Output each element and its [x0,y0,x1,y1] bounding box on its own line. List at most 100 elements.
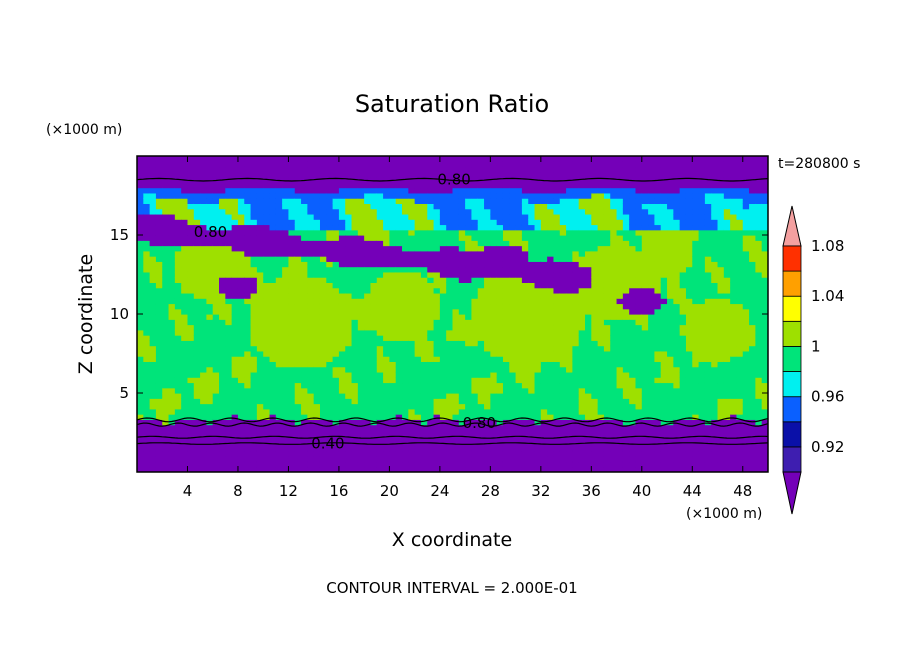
field-cell [471,371,479,378]
field-cell [351,382,359,389]
field-cell [597,166,605,173]
field-cell [181,266,189,273]
field-cell [263,308,271,315]
field-cell [420,261,428,268]
field-cell [591,292,599,299]
field-cell [603,408,611,415]
field-cell [288,361,296,368]
field-cell [275,240,283,247]
field-cell [294,461,302,468]
field-cell [395,461,403,468]
field-cell [641,329,649,336]
field-cell [648,403,656,410]
field-cell [269,345,277,352]
field-cell [301,440,308,447]
field-cell [269,366,277,373]
field-cell [458,371,466,378]
field-cell [528,266,536,273]
field-cell [237,208,245,215]
field-cell [496,356,504,362]
field-cell [402,414,409,420]
field-cell [181,366,189,373]
field-cell [263,303,271,310]
field-cell [345,445,353,452]
field-cell [597,356,605,362]
field-cell [635,271,643,278]
field-cell [420,350,428,357]
field-cell [332,203,340,210]
field-cell [338,324,346,331]
field-cell [345,156,353,162]
field-cell [458,235,466,241]
field-cell [326,414,334,420]
field-cell [502,329,510,336]
field-cell [219,161,226,168]
field-cell [269,156,277,162]
field-cell [168,350,176,357]
field-cell [376,314,384,320]
field-cell [572,287,580,294]
field-cell [484,424,491,431]
field-cell [420,387,428,394]
field-cell [439,292,447,299]
field-cell [307,403,315,410]
field-cell [269,356,277,362]
field-cell [313,250,321,257]
field-cell [137,229,144,236]
field-cell [174,156,182,162]
field-cell [269,292,277,299]
field-cell [566,292,573,299]
field-cell [200,229,208,236]
field-cell [465,456,473,463]
field-cell [200,387,208,394]
field-cell [484,382,491,389]
field-cell [319,287,327,294]
field-cell [566,335,573,341]
field-cell [225,308,233,315]
field-cell [338,408,346,415]
field-cell [641,419,649,426]
field-cell [256,456,264,463]
field-cell [364,303,372,310]
field-cell [225,271,233,278]
field-cell [351,445,359,452]
field-cell [326,156,334,162]
field-cell [534,329,542,336]
field-cell [502,277,510,283]
field-cell [237,250,245,257]
field-cell [212,435,220,441]
field-cell [326,377,334,384]
field-cell [319,235,327,241]
field-cell [174,429,182,436]
field-cell [496,377,504,384]
field-cell [383,271,390,278]
field-cell [193,366,201,373]
field-cell [282,282,290,289]
field-cell [610,377,618,384]
field-cell [307,271,315,278]
field-cell [301,208,308,215]
field-cell [212,319,220,326]
field-cell [149,456,157,463]
field-cell [345,224,353,231]
field-cell [534,240,542,247]
field-cell [206,461,214,468]
field-cell [622,377,630,384]
field-cell [654,219,662,226]
field-cell [641,456,649,463]
field-cell [219,329,226,336]
field-cell [490,461,498,468]
field-cell [313,182,321,189]
field-cell [282,166,290,173]
field-cell [559,414,567,420]
field-cell [648,177,656,183]
field-cell [578,266,586,273]
field-cell [521,156,529,162]
field-cell [439,329,447,336]
field-cell [275,266,283,273]
field-cell [256,161,264,168]
field-cell [376,224,384,231]
field-cell [307,366,315,373]
field-cell [181,335,189,341]
field-cell [181,240,189,247]
